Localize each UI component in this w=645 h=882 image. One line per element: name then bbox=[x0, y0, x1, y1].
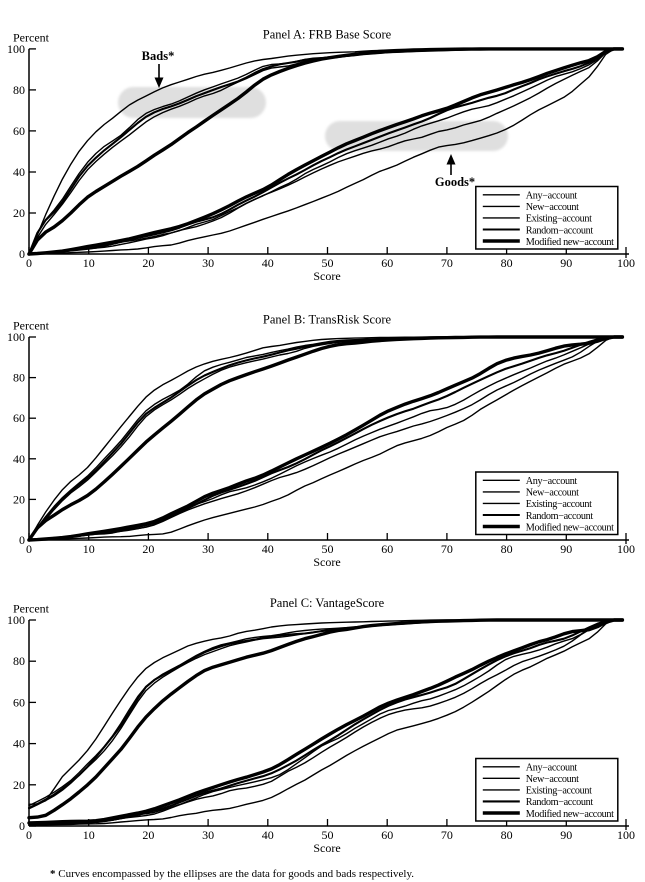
svg-text:90: 90 bbox=[560, 256, 572, 270]
svg-text:90: 90 bbox=[560, 828, 572, 842]
svg-text:40: 40 bbox=[13, 737, 25, 751]
svg-text:50: 50 bbox=[322, 542, 334, 556]
svg-text:70: 70 bbox=[441, 256, 453, 270]
svg-text:20: 20 bbox=[13, 206, 25, 220]
svg-text:40: 40 bbox=[262, 256, 274, 270]
svg-text:Bads*: Bads* bbox=[142, 49, 175, 63]
svg-text:20: 20 bbox=[142, 256, 154, 270]
svg-text:60: 60 bbox=[13, 411, 25, 425]
svg-text:80: 80 bbox=[13, 371, 25, 385]
svg-text:20: 20 bbox=[13, 778, 25, 792]
svg-text:20: 20 bbox=[142, 828, 154, 842]
svg-text:Panel C: VantageScore: Panel C: VantageScore bbox=[270, 596, 385, 610]
svg-text:Score: Score bbox=[313, 841, 340, 855]
svg-text:0: 0 bbox=[19, 819, 25, 833]
svg-text:70: 70 bbox=[441, 542, 453, 556]
svg-text:10: 10 bbox=[83, 256, 95, 270]
svg-text:80: 80 bbox=[13, 654, 25, 668]
svg-text:70: 70 bbox=[441, 828, 453, 842]
svg-text:Any−account: Any−account bbox=[526, 476, 578, 487]
svg-text:60: 60 bbox=[13, 124, 25, 138]
svg-text:Modified new−account: Modified new−account bbox=[526, 522, 614, 533]
svg-text:Existing−account: Existing−account bbox=[526, 214, 592, 225]
svg-text:0: 0 bbox=[26, 542, 32, 556]
svg-text:Goods*: Goods* bbox=[435, 175, 475, 189]
svg-text:Existing−account: Existing−account bbox=[526, 499, 592, 510]
svg-text:Modified new−account: Modified new−account bbox=[526, 237, 614, 248]
svg-text:Existing−account: Existing−account bbox=[526, 786, 592, 797]
svg-text:Percent: Percent bbox=[13, 602, 50, 616]
svg-text:0: 0 bbox=[19, 247, 25, 261]
svg-text:80: 80 bbox=[501, 542, 513, 556]
svg-text:100: 100 bbox=[617, 542, 635, 556]
svg-text:40: 40 bbox=[13, 165, 25, 179]
svg-text:New−account: New−account bbox=[526, 774, 579, 785]
svg-text:Random−account: Random−account bbox=[526, 225, 594, 236]
svg-text:Percent: Percent bbox=[13, 319, 50, 333]
svg-text:100: 100 bbox=[617, 256, 635, 270]
svg-text:Score: Score bbox=[313, 555, 340, 569]
svg-text:0: 0 bbox=[19, 533, 25, 547]
svg-text:80: 80 bbox=[501, 828, 513, 842]
svg-text:60: 60 bbox=[381, 542, 393, 556]
svg-text:50: 50 bbox=[322, 256, 334, 270]
svg-text:60: 60 bbox=[13, 695, 25, 709]
svg-text:30: 30 bbox=[202, 256, 214, 270]
svg-text:0: 0 bbox=[26, 256, 32, 270]
svg-text:* Curves encompassed by the el: * Curves encompassed by the ellipses are… bbox=[50, 868, 414, 880]
svg-text:60: 60 bbox=[381, 828, 393, 842]
svg-text:Score: Score bbox=[313, 269, 340, 283]
svg-text:80: 80 bbox=[13, 83, 25, 97]
svg-text:40: 40 bbox=[262, 828, 274, 842]
svg-text:0: 0 bbox=[26, 828, 32, 842]
svg-text:30: 30 bbox=[202, 542, 214, 556]
svg-text:10: 10 bbox=[83, 828, 95, 842]
svg-text:20: 20 bbox=[13, 492, 25, 506]
svg-text:100: 100 bbox=[617, 828, 635, 842]
svg-text:Panel B: TransRisk Score: Panel B: TransRisk Score bbox=[263, 313, 392, 327]
svg-text:New−account: New−account bbox=[526, 488, 579, 499]
svg-text:10: 10 bbox=[83, 542, 95, 556]
svg-text:100: 100 bbox=[7, 330, 25, 344]
svg-text:80: 80 bbox=[501, 256, 513, 270]
svg-text:Random−account: Random−account bbox=[526, 797, 594, 808]
svg-text:Any−account: Any−account bbox=[526, 191, 578, 202]
svg-text:30: 30 bbox=[202, 828, 214, 842]
svg-text:Modified new−account: Modified new−account bbox=[526, 809, 614, 820]
svg-text:100: 100 bbox=[7, 613, 25, 627]
svg-text:40: 40 bbox=[262, 542, 274, 556]
svg-text:100: 100 bbox=[7, 42, 25, 56]
svg-text:40: 40 bbox=[13, 452, 25, 466]
svg-text:Random−account: Random−account bbox=[526, 511, 594, 522]
svg-text:Any−account: Any−account bbox=[526, 763, 578, 774]
svg-text:60: 60 bbox=[381, 256, 393, 270]
svg-text:50: 50 bbox=[322, 828, 334, 842]
svg-text:Panel A: FRB Base Score: Panel A: FRB Base Score bbox=[263, 28, 392, 42]
svg-text:90: 90 bbox=[560, 542, 572, 556]
svg-text:Percent: Percent bbox=[13, 30, 50, 44]
svg-text:New−account: New−account bbox=[526, 202, 579, 213]
svg-text:20: 20 bbox=[142, 542, 154, 556]
